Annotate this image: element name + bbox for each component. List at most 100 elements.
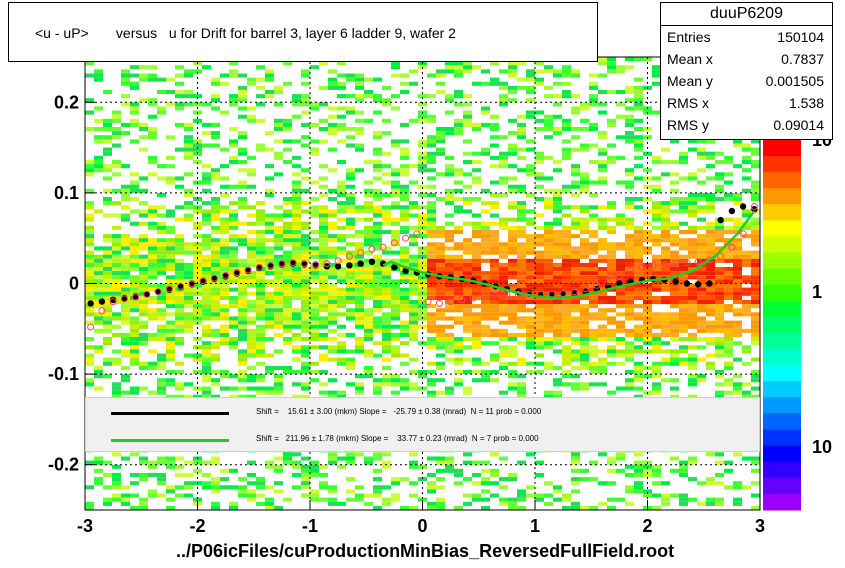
heat-cell (355, 77, 364, 82)
stats-row: Mean y 0.001505 (661, 70, 832, 92)
heat-cell (598, 312, 607, 317)
heat-cell (463, 262, 472, 267)
heat-cell (508, 497, 517, 502)
heat-cell (544, 271, 553, 276)
heat-cell (256, 217, 265, 222)
heat-cell (301, 304, 310, 309)
heat-cell (472, 65, 481, 70)
heat-cell (265, 279, 274, 284)
heat-cell (643, 337, 652, 342)
heat-cell (112, 472, 121, 477)
heat-cell (589, 258, 598, 263)
heat-cell (256, 118, 265, 123)
heat-cell (715, 258, 724, 263)
heat-cell (193, 337, 202, 342)
heat-cell (265, 69, 274, 74)
heat-cell (697, 320, 706, 325)
colorbar-swatch (763, 204, 801, 221)
heat-cell (634, 98, 643, 103)
heat-cell (202, 386, 211, 391)
heat-cell (148, 250, 157, 255)
heat-cell (274, 102, 283, 107)
heat-cell (337, 122, 346, 127)
heat-cell (535, 254, 544, 259)
heat-cell (751, 357, 760, 362)
heat-cell (328, 460, 337, 465)
heat-cell (454, 122, 463, 127)
heat-cell (112, 238, 121, 243)
heat-cell (409, 291, 418, 296)
heat-cell (202, 485, 211, 490)
heat-cell (427, 246, 436, 251)
heat-cell (724, 275, 733, 280)
heat-cell (148, 135, 157, 140)
heat-cell (418, 118, 427, 123)
open-marker (233, 269, 241, 277)
heat-cell (175, 267, 184, 272)
heat-cell (121, 271, 130, 276)
open-marker (390, 239, 398, 247)
heat-cell (706, 291, 715, 296)
heat-cell (238, 394, 247, 399)
heat-cell (220, 283, 229, 288)
heat-cell (490, 250, 499, 255)
heat-cell (94, 135, 103, 140)
heat-cell (319, 118, 328, 123)
heat-cell (418, 267, 427, 272)
heat-cell (625, 85, 634, 90)
heat-cell (553, 250, 562, 255)
heat-cell (517, 505, 526, 510)
heat-cell (625, 180, 634, 185)
heat-cell (364, 275, 373, 280)
heat-cell (733, 267, 742, 272)
heat-cell (103, 341, 112, 346)
open-marker (379, 243, 387, 251)
heat-cell (427, 304, 436, 309)
heat-cell (715, 267, 724, 272)
heat-cell (148, 267, 157, 272)
heat-cell (175, 176, 184, 181)
heat-cell (571, 271, 580, 276)
heat-cell (391, 258, 400, 263)
heat-cell (454, 472, 463, 477)
heat-cell (751, 370, 760, 375)
heat-cell (616, 258, 625, 263)
heat-cell (607, 143, 616, 148)
heat-cell (202, 300, 211, 305)
heat-cell (247, 118, 256, 123)
heat-cell (409, 81, 418, 86)
open-marker (357, 249, 365, 257)
heat-cell (229, 217, 238, 222)
heat-cell (535, 61, 544, 66)
heat-cell (472, 460, 481, 465)
open-marker (469, 294, 477, 302)
heat-cell (652, 217, 661, 222)
heat-cell (328, 328, 337, 333)
heat-cell (328, 254, 337, 259)
heat-cell (247, 184, 256, 189)
colorbar-swatch (763, 172, 801, 189)
heat-cell (310, 147, 319, 152)
heat-cell (517, 386, 526, 391)
heat-cell (265, 460, 274, 465)
heat-cell (175, 217, 184, 222)
heat-cell (292, 262, 301, 267)
heat-cell (724, 180, 733, 185)
heat-cell (184, 139, 193, 144)
heat-cell (202, 316, 211, 321)
heat-cell (751, 238, 760, 243)
heat-cell (211, 250, 220, 255)
heat-cell (706, 271, 715, 276)
heat-cell (544, 242, 553, 247)
heat-cell (742, 394, 751, 399)
heat-cell (625, 295, 634, 300)
heat-cell (544, 328, 553, 333)
heat-cell (508, 85, 517, 90)
heat-cell (265, 164, 274, 169)
heat-cell (211, 357, 220, 362)
heat-cell (715, 349, 724, 354)
heat-cell (247, 497, 256, 502)
heat-cell (598, 308, 607, 313)
heat-cell (346, 73, 355, 78)
colorbar-swatch (763, 268, 801, 286)
